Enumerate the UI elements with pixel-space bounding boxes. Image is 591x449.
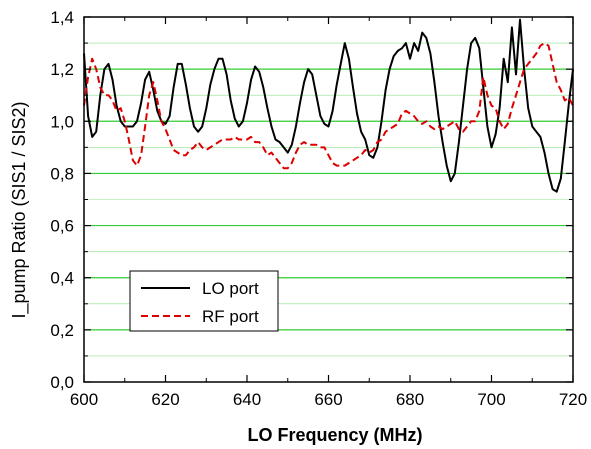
x-tick-labels: 600 620 640 660 680 700 720 — [70, 390, 587, 409]
legend-label-lo-port: LO port — [202, 279, 259, 298]
legend: LO port RF port — [129, 270, 279, 332]
series-line-lo-port — [83, 18, 574, 193]
y-tick-label: 1,2 — [50, 60, 74, 79]
x-tick-label: 700 — [477, 390, 505, 409]
series-line-rf-port — [83, 42, 574, 170]
x-axis-label: LO Frequency (MHz) — [247, 425, 422, 445]
y-tick-label: 0,2 — [50, 321, 74, 340]
x-tick-label: 680 — [396, 390, 424, 409]
legend-box — [129, 270, 279, 332]
y-tick-label: 1,4 — [50, 8, 74, 27]
y-tick-labels: 0,0 0,2 0,4 0,6 0,8 1,0 1,2 1,4 — [50, 8, 74, 392]
x-tick-label: 720 — [559, 390, 587, 409]
x-tick-label: 620 — [151, 390, 179, 409]
axis-ticks — [83, 16, 574, 383]
y-tick-label: 0,0 — [50, 373, 74, 392]
y-tick-label: 0,8 — [50, 164, 74, 183]
x-tick-label: 660 — [314, 390, 342, 409]
y-tick-label: 0,4 — [50, 269, 74, 288]
legend-label-rf-port: RF port — [202, 307, 259, 326]
y-tick-label: 0,6 — [50, 217, 74, 236]
y-axis-label: I_pump Ratio (SIS1 / SIS2) — [9, 101, 30, 318]
x-tick-label: 640 — [233, 390, 261, 409]
y-tick-label: 1,0 — [50, 112, 74, 131]
x-tick-label: 600 — [70, 390, 98, 409]
series-lines — [83, 18, 574, 193]
